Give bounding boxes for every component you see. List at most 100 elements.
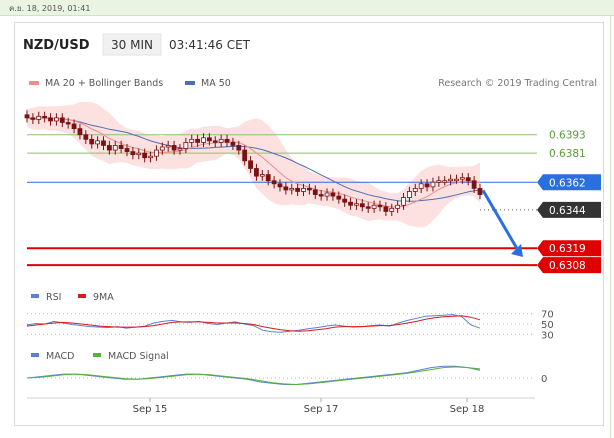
macd-panel: 0 xyxy=(26,365,547,386)
interval-box[interactable] xyxy=(102,33,162,56)
candle-body xyxy=(248,160,253,169)
bollinger-band xyxy=(27,101,480,228)
candle-body xyxy=(101,140,106,146)
candle-body xyxy=(389,207,395,212)
rsi-ma-line xyxy=(26,315,481,332)
candle-body xyxy=(348,201,353,206)
candle-body xyxy=(359,203,365,208)
candle-body xyxy=(112,145,118,151)
candle-body xyxy=(230,142,236,146)
candle-body xyxy=(165,145,171,148)
candle-body xyxy=(195,138,201,143)
candle-body xyxy=(159,146,165,151)
candle-body xyxy=(412,187,418,192)
level-label: 0.6344 xyxy=(549,205,586,217)
level-label: 0.6308 xyxy=(549,260,586,272)
candle-body xyxy=(342,198,348,203)
candle-body xyxy=(277,183,283,188)
candle-body xyxy=(371,204,377,209)
level-labels: 0.6393 0.6381 0.6362 0.6344 0.6319 0.6308 xyxy=(537,130,601,274)
candles xyxy=(24,110,483,216)
candle-body xyxy=(124,148,130,152)
page-edge xyxy=(610,15,611,438)
candle-body xyxy=(30,117,36,120)
candle-body xyxy=(459,177,465,180)
candle-body xyxy=(442,180,448,183)
x-tick-label: Sep 15 xyxy=(133,404,168,415)
macd-legend-swatch xyxy=(31,353,39,357)
candle-body xyxy=(136,152,142,156)
candle-body xyxy=(271,180,277,185)
candle-body xyxy=(154,149,159,157)
macd-legend-label: MACD xyxy=(46,351,74,362)
timestamp-bar: ค.ย. 18, 2019, 01:41 xyxy=(0,0,614,16)
macd-signal-legend-label: MACD Signal xyxy=(108,351,169,362)
candle-body xyxy=(407,191,412,198)
candle-body xyxy=(265,174,271,182)
candle-body xyxy=(206,137,212,142)
candle-body xyxy=(259,174,265,177)
candle-body xyxy=(24,114,30,119)
candle-body xyxy=(42,115,48,119)
level-tag-pivot xyxy=(537,174,601,191)
rsi-legend-swatch xyxy=(31,294,39,298)
forecast-arrow xyxy=(481,189,523,257)
candle-body xyxy=(377,204,383,208)
candle-body xyxy=(418,183,424,189)
level-label: 0.6393 xyxy=(549,130,586,142)
rsi-legend-label: RSI xyxy=(46,292,61,303)
candle-body xyxy=(171,145,177,151)
candle-body xyxy=(424,183,430,188)
candle-body xyxy=(83,134,89,140)
candle-body xyxy=(301,187,306,192)
candle-body xyxy=(201,137,206,143)
candle-body xyxy=(401,197,406,206)
level-label: 0.6319 xyxy=(549,243,586,255)
price-levels xyxy=(27,134,537,267)
time-label: 03:41:46 CET xyxy=(169,38,251,52)
candle-body xyxy=(330,192,336,197)
candle-body xyxy=(436,180,442,183)
ma50-legend-swatch xyxy=(185,81,195,85)
candle-body xyxy=(36,115,42,120)
candle-body xyxy=(71,123,77,129)
candle-body xyxy=(59,117,65,123)
rsi-ma-legend-label: 9MA xyxy=(93,292,114,303)
x-axis-ticks: Sep 15 Sep 17 Sep 18 xyxy=(133,398,484,415)
candle-body xyxy=(148,155,153,159)
candle-body xyxy=(465,177,471,182)
candle-body xyxy=(77,128,83,136)
rsi-level-label: 30 xyxy=(541,330,554,341)
candle-body xyxy=(471,180,477,189)
candle-body xyxy=(289,187,295,191)
candle-body xyxy=(365,206,371,209)
candle-body xyxy=(212,140,218,143)
level-tag-support xyxy=(537,240,601,257)
macd-line xyxy=(26,365,481,385)
candle-body xyxy=(130,151,136,156)
candle-body xyxy=(95,140,100,145)
candle-body xyxy=(354,203,359,206)
macd-level-label: 0 xyxy=(541,374,547,385)
forecast-arrow-shaft xyxy=(481,189,521,253)
candle-body xyxy=(383,206,389,212)
candle-body xyxy=(283,186,289,191)
candle-body xyxy=(430,181,436,188)
level-tag-support xyxy=(537,257,601,274)
candle-body xyxy=(318,194,324,197)
ma20-legend-label: MA 20 + Bollinger Bands xyxy=(45,78,163,89)
candle-body xyxy=(295,187,301,192)
candle-body xyxy=(224,138,230,143)
candle-body xyxy=(183,142,189,149)
candle-body xyxy=(54,117,59,122)
candle-body xyxy=(65,122,71,125)
candle-body xyxy=(324,192,330,197)
candle-body xyxy=(242,149,248,162)
candle-body xyxy=(236,145,242,151)
forecast-arrow-head xyxy=(511,244,523,257)
candle-body xyxy=(306,187,312,191)
candle-body xyxy=(177,148,183,151)
x-tick-label: Sep 17 xyxy=(304,404,339,415)
candle-body xyxy=(189,138,195,143)
